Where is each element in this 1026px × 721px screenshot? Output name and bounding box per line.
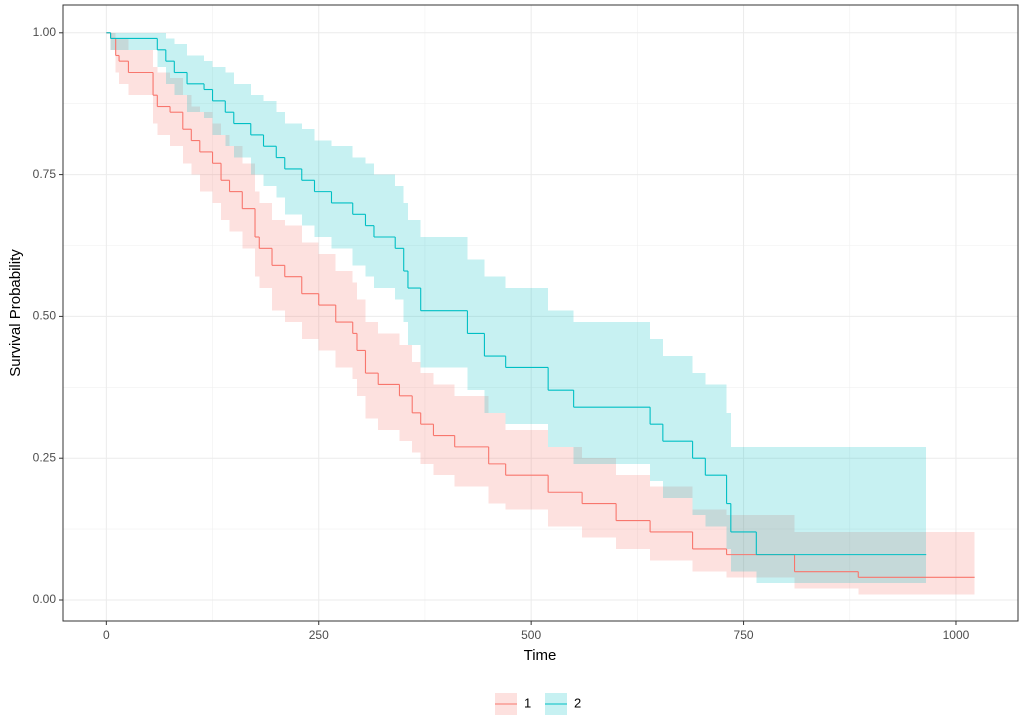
band-segment [301,129,315,226]
band-segment [259,202,273,289]
band-segment [705,384,727,527]
band-segment [352,157,366,266]
band-segment [276,112,285,198]
x-tick-label: 500 [521,628,541,642]
band-segment [403,202,408,323]
band-segment [110,32,158,50]
band-segment [454,395,489,487]
plot-background [63,5,1018,621]
band-segment [331,146,353,249]
y-tick-label: 1.00 [33,25,57,39]
survival-curve [106,32,927,556]
x-tick-label: 1000 [943,628,970,642]
band-segment [662,356,693,498]
band-segment [352,282,357,379]
band-segment [726,412,731,549]
band-segment [229,146,243,232]
band-segment [420,373,434,464]
panel-border [62,4,1019,622]
band-segment [242,163,256,249]
band-segment [365,163,374,277]
x-tick-label: 250 [309,628,329,642]
band-segment [650,486,693,561]
band-segment [433,384,455,476]
band-segment [318,254,336,351]
band-segment [484,276,506,413]
band-segment [395,185,404,300]
y-axis-title: Survival Probability [7,249,24,377]
band-segment [255,191,260,277]
band-segment [730,446,757,572]
band-segment [756,446,927,583]
band-segment [356,299,366,396]
band-segment [399,344,413,442]
band-segment [726,514,795,578]
legend-label: 2 [574,695,581,710]
band-segment [616,475,651,549]
x-tick-label: 0 [103,628,110,642]
x-tick-label: 750 [734,628,754,642]
band-segment [488,412,506,504]
band-segment [692,509,727,572]
band-segment [505,288,549,425]
band-segment [225,72,234,147]
band-segment [263,100,277,186]
band-segment [420,236,468,368]
band-segment [233,83,251,158]
band-segment [373,174,396,289]
band-segment [467,259,485,391]
y-tick-label: 0.00 [33,592,57,606]
band-segment [407,219,421,345]
y-tick-label: 0.25 [33,450,57,464]
band-segment [858,531,975,595]
band-segment [412,361,421,453]
band-segment [582,458,617,538]
band-segment [794,531,859,589]
band-segment [314,140,332,237]
band-segment [573,322,651,464]
y-tick-label: 0.75 [33,167,57,181]
survival-curve [106,32,975,578]
band-segment [548,446,583,527]
band-segment [548,310,574,447]
band-segment [378,333,400,430]
band-segment [650,339,663,481]
band-segment [221,134,230,220]
y-tick-label: 0.50 [33,309,57,323]
band-segment [174,44,188,96]
band-segment [301,242,319,340]
band-segment [505,429,549,510]
band-segment [157,72,171,135]
band-segment [692,373,706,515]
band-segment [284,225,302,323]
legend-label: 1 [524,695,531,710]
band-segment [335,271,353,368]
band-segment [110,32,116,50]
confidence-band [110,32,927,583]
x-axis-title: Time [524,647,557,664]
band-segment [365,322,379,419]
